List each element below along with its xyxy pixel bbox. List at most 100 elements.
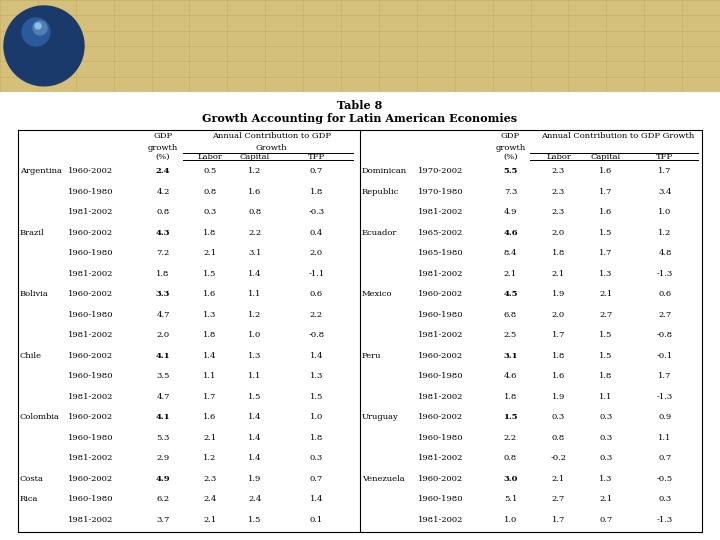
Text: 2.1: 2.1: [599, 495, 613, 503]
Text: -1.3: -1.3: [657, 269, 673, 278]
Text: 1.6: 1.6: [203, 413, 217, 421]
Text: 1.5: 1.5: [503, 413, 518, 421]
Text: 1.6: 1.6: [599, 208, 613, 216]
Text: 0.8: 0.8: [552, 434, 565, 442]
Text: 6.2: 6.2: [156, 495, 170, 503]
Text: Dominican: Dominican: [362, 167, 407, 175]
Text: 0.3: 0.3: [310, 454, 323, 462]
Text: 1.9: 1.9: [248, 475, 261, 483]
Text: 2.2: 2.2: [310, 310, 323, 319]
Text: 0.7: 0.7: [658, 454, 672, 462]
Text: 1.4: 1.4: [248, 413, 262, 421]
Text: 1.4: 1.4: [310, 495, 323, 503]
Text: Bolivia: Bolivia: [20, 290, 49, 298]
Text: 1960-2002: 1960-2002: [68, 290, 113, 298]
Text: GDP: GDP: [501, 132, 520, 140]
Text: 1.6: 1.6: [203, 290, 217, 298]
Text: 1960-2002: 1960-2002: [418, 352, 463, 360]
Text: 0.3: 0.3: [552, 413, 565, 421]
Text: 1.0: 1.0: [310, 413, 323, 421]
Text: 1.3: 1.3: [599, 475, 613, 483]
Text: 1.5: 1.5: [599, 352, 613, 360]
Text: 1.3: 1.3: [310, 372, 323, 380]
Text: 2.9: 2.9: [156, 454, 170, 462]
Text: 3.1: 3.1: [503, 352, 518, 360]
Text: Ecuador: Ecuador: [362, 228, 397, 237]
Text: 0.7: 0.7: [310, 475, 323, 483]
Text: Annual Contribution to GDP: Annual Contribution to GDP: [212, 132, 331, 140]
Text: Republic: Republic: [362, 187, 400, 195]
Text: Annual Contribution to GDP Growth: Annual Contribution to GDP Growth: [541, 132, 694, 140]
Text: 2.1: 2.1: [504, 269, 517, 278]
Text: -1.1: -1.1: [308, 269, 325, 278]
Text: 2.7: 2.7: [552, 495, 565, 503]
Text: 1960-1980: 1960-1980: [418, 372, 464, 380]
Text: 1960-2002: 1960-2002: [418, 290, 463, 298]
Text: (%): (%): [503, 153, 518, 161]
Text: 1.5: 1.5: [203, 269, 217, 278]
Text: 1960-2002: 1960-2002: [68, 352, 113, 360]
Text: 1.2: 1.2: [248, 167, 261, 175]
Text: -0.8: -0.8: [657, 331, 673, 339]
Text: 1981-2002: 1981-2002: [418, 331, 464, 339]
Text: 1.8: 1.8: [310, 187, 323, 195]
Text: 1.3: 1.3: [599, 269, 613, 278]
Text: TFP: TFP: [657, 153, 674, 161]
Text: 1.5: 1.5: [599, 228, 613, 237]
Text: 4.8: 4.8: [658, 249, 672, 257]
Text: 1960-1980: 1960-1980: [68, 434, 114, 442]
Text: 0.3: 0.3: [599, 434, 613, 442]
Text: growth: growth: [495, 144, 526, 152]
Text: 5.3: 5.3: [156, 434, 170, 442]
Text: 2.0: 2.0: [156, 331, 170, 339]
Text: 1.7: 1.7: [552, 516, 565, 524]
Text: Labor: Labor: [546, 153, 571, 161]
Text: 1.1: 1.1: [658, 434, 672, 442]
Text: 0.3: 0.3: [658, 495, 672, 503]
Text: Argentina: Argentina: [20, 167, 62, 175]
Text: -0.8: -0.8: [308, 331, 325, 339]
Text: 1.7: 1.7: [658, 167, 672, 175]
Text: Mexico: Mexico: [362, 290, 392, 298]
Text: 2.0: 2.0: [552, 310, 565, 319]
Text: 1.7: 1.7: [203, 393, 217, 401]
Text: 1970-1980: 1970-1980: [418, 187, 464, 195]
Text: 1.8: 1.8: [310, 434, 323, 442]
Text: 1960-1980: 1960-1980: [68, 249, 114, 257]
Text: 2.0: 2.0: [310, 249, 323, 257]
Text: 1.5: 1.5: [248, 393, 261, 401]
Text: 1.2: 1.2: [248, 310, 261, 319]
Circle shape: [4, 6, 84, 86]
Text: 2.4: 2.4: [248, 495, 261, 503]
Text: 2.1: 2.1: [552, 269, 565, 278]
Text: Chile: Chile: [20, 352, 42, 360]
Text: 1965-2002: 1965-2002: [418, 228, 463, 237]
Text: 1.4: 1.4: [248, 269, 262, 278]
Text: 7.2: 7.2: [156, 249, 170, 257]
Text: 1.5: 1.5: [599, 331, 613, 339]
Text: 3.5: 3.5: [156, 372, 170, 380]
Text: 6.8: 6.8: [504, 310, 517, 319]
Text: 0.7: 0.7: [599, 516, 613, 524]
Text: 0.3: 0.3: [599, 413, 613, 421]
Text: 2.1: 2.1: [203, 434, 217, 442]
Text: 1970-2002: 1970-2002: [418, 167, 463, 175]
Text: 1.9: 1.9: [552, 290, 565, 298]
Text: 1.8: 1.8: [203, 331, 217, 339]
Text: Peru: Peru: [362, 352, 382, 360]
Text: 1960-1980: 1960-1980: [68, 187, 114, 195]
Text: 0.4: 0.4: [310, 228, 323, 237]
Text: Table 8: Table 8: [338, 100, 382, 111]
Text: 1960-1980: 1960-1980: [68, 495, 114, 503]
Text: 1981-2002: 1981-2002: [418, 269, 464, 278]
Text: 2.1: 2.1: [599, 290, 613, 298]
Text: Brazil: Brazil: [20, 228, 45, 237]
Text: 0.7: 0.7: [310, 167, 323, 175]
Text: 1.8: 1.8: [552, 352, 565, 360]
Text: 0.6: 0.6: [310, 290, 323, 298]
Text: 0.3: 0.3: [203, 208, 217, 216]
Text: 1981-2002: 1981-2002: [68, 393, 113, 401]
Text: 1981-2002: 1981-2002: [68, 269, 113, 278]
Text: 4.2: 4.2: [156, 187, 170, 195]
Text: 0.8: 0.8: [248, 208, 261, 216]
